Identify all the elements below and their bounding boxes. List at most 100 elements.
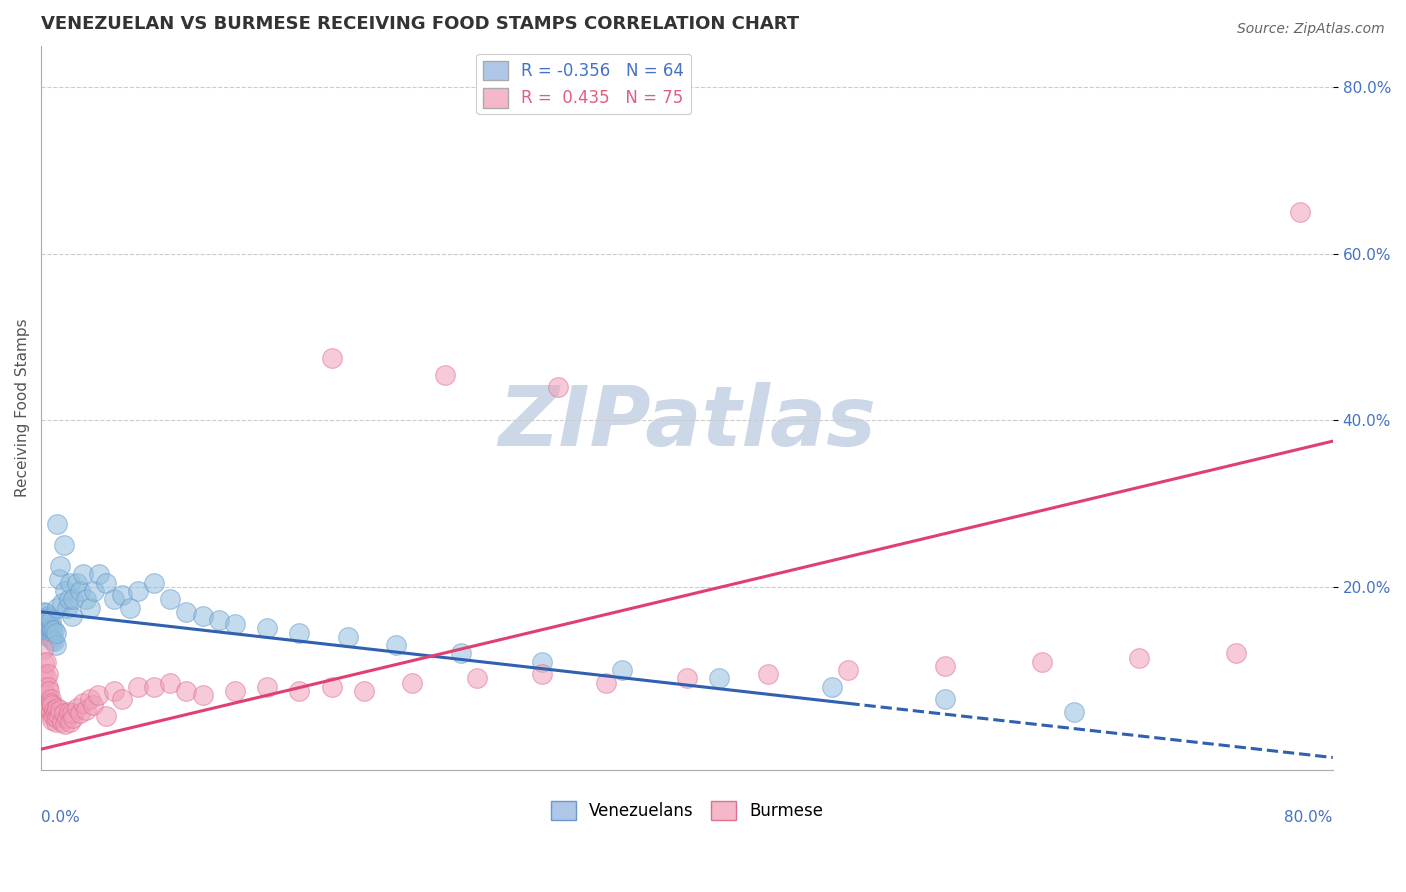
Point: [94, 575, 117, 590]
Point: [35, 607, 58, 621]
Point: [143, 680, 166, 694]
Point: [45, 638, 67, 652]
Point: [41, 709, 63, 723]
Point: [595, 675, 617, 690]
Point: [46, 600, 69, 615]
Point: [38, 700, 60, 714]
Point: [191, 609, 214, 624]
Point: [82, 698, 104, 712]
Point: [103, 684, 125, 698]
Point: [191, 688, 214, 702]
Point: [159, 592, 181, 607]
Point: [450, 647, 472, 661]
Point: [176, 684, 198, 698]
Point: [66, 700, 89, 714]
Point: [39, 613, 62, 627]
Y-axis label: Receiving Food Stamps: Receiving Food Stamps: [15, 318, 30, 497]
Point: [37, 609, 59, 624]
Point: [111, 588, 134, 602]
Point: [38, 611, 60, 625]
Point: [127, 584, 149, 599]
Point: [143, 575, 166, 590]
Point: [127, 680, 149, 694]
Point: [31, 642, 53, 657]
Point: [433, 368, 456, 382]
Point: [37, 617, 59, 632]
Point: [37, 667, 59, 681]
Point: [1063, 705, 1085, 719]
Point: [60, 609, 83, 624]
Text: 0.0%: 0.0%: [41, 810, 80, 825]
Point: [60, 706, 83, 721]
Point: [62, 711, 84, 725]
Point: [41, 713, 63, 727]
Point: [111, 692, 134, 706]
Point: [159, 675, 181, 690]
Point: [51, 597, 73, 611]
Point: [62, 592, 84, 607]
Point: [79, 600, 101, 615]
Point: [42, 623, 65, 637]
Point: [58, 705, 80, 719]
Point: [34, 680, 56, 694]
Point: [59, 575, 82, 590]
Point: [821, 680, 844, 694]
Point: [35, 670, 58, 684]
Point: [42, 703, 65, 717]
Point: [224, 617, 246, 632]
Point: [321, 680, 343, 694]
Point: [34, 657, 56, 671]
Point: [288, 625, 311, 640]
Text: VENEZUELAN VS BURMESE RECEIVING FOOD STAMPS CORRELATION CHART: VENEZUELAN VS BURMESE RECEIVING FOOD STA…: [41, 15, 799, 33]
Point: [224, 684, 246, 698]
Point: [256, 622, 278, 636]
Point: [208, 613, 231, 627]
Point: [49, 703, 72, 717]
Point: [86, 688, 108, 702]
Point: [83, 584, 105, 599]
Point: [35, 655, 58, 669]
Point: [336, 630, 359, 644]
Point: [41, 623, 63, 637]
Point: [56, 711, 79, 725]
Text: 80.0%: 80.0%: [1285, 810, 1333, 825]
Point: [79, 692, 101, 706]
Point: [51, 714, 73, 729]
Point: [45, 714, 67, 729]
Point: [176, 605, 198, 619]
Point: [35, 615, 58, 629]
Point: [31, 667, 53, 681]
Point: [53, 717, 76, 731]
Point: [72, 567, 94, 582]
Point: [41, 698, 63, 712]
Point: [58, 592, 80, 607]
Point: [837, 663, 859, 677]
Point: [547, 380, 569, 394]
Point: [1031, 655, 1053, 669]
Point: [34, 613, 56, 627]
Point: [46, 517, 69, 532]
Point: [39, 692, 62, 706]
Point: [612, 663, 634, 677]
Point: [465, 672, 488, 686]
Point: [709, 672, 731, 686]
Point: [69, 584, 91, 599]
Point: [353, 684, 375, 698]
Point: [37, 692, 59, 706]
Point: [118, 600, 141, 615]
Point: [48, 572, 70, 586]
Point: [35, 625, 58, 640]
Point: [31, 617, 53, 632]
Point: [75, 592, 97, 607]
Point: [530, 655, 553, 669]
Point: [676, 672, 699, 686]
Point: [401, 675, 423, 690]
Point: [89, 567, 111, 582]
Point: [934, 692, 956, 706]
Point: [41, 633, 63, 648]
Point: [48, 709, 70, 723]
Point: [1128, 650, 1150, 665]
Point: [49, 559, 72, 574]
Point: [38, 697, 60, 711]
Point: [46, 700, 69, 714]
